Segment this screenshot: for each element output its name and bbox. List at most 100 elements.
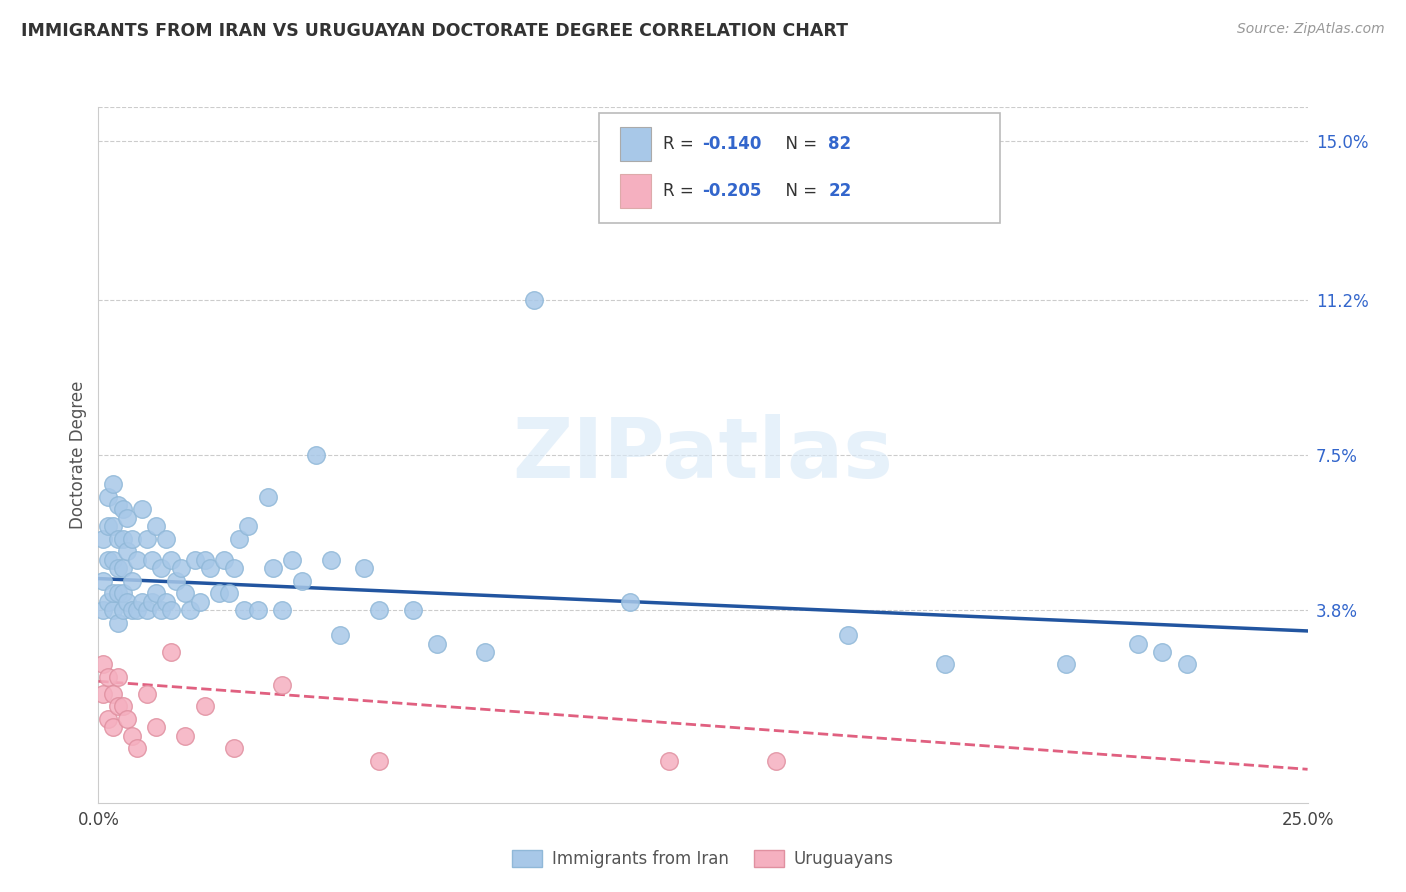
Point: [426, 636, 449, 650]
Point: [91, 687, 114, 701]
Point: [765, 754, 787, 768]
Point: [716, 196, 738, 211]
Point: [117, 594, 139, 608]
Point: [184, 552, 207, 566]
Text: R =: R =: [662, 182, 699, 201]
Point: [117, 510, 139, 524]
Point: [97, 490, 120, 504]
Point: [160, 603, 183, 617]
Point: [222, 561, 245, 575]
Point: [141, 594, 163, 608]
Point: [111, 699, 134, 714]
Point: [319, 552, 342, 566]
Point: [179, 603, 201, 617]
Text: 82: 82: [828, 135, 852, 153]
Point: [107, 699, 129, 714]
Point: [523, 293, 546, 307]
Point: [101, 519, 124, 533]
Point: [97, 594, 120, 608]
Point: [188, 594, 211, 608]
Point: [474, 645, 496, 659]
Point: [281, 552, 304, 566]
Point: [208, 586, 231, 600]
Point: [150, 561, 173, 575]
Point: [368, 754, 391, 768]
Point: [135, 687, 157, 701]
Point: [169, 561, 191, 575]
Point: [271, 678, 294, 692]
Point: [145, 720, 167, 734]
Point: [135, 532, 157, 546]
Point: [101, 687, 124, 701]
Point: [107, 670, 129, 684]
Point: [174, 729, 197, 743]
Point: [247, 603, 270, 617]
Point: [150, 603, 173, 617]
Point: [91, 603, 114, 617]
Point: [165, 574, 187, 588]
Text: ZIPatlas: ZIPatlas: [513, 415, 893, 495]
Point: [97, 519, 120, 533]
Text: Source: ZipAtlas.com: Source: ZipAtlas.com: [1237, 22, 1385, 37]
Point: [111, 532, 134, 546]
Point: [222, 741, 245, 756]
Legend: Immigrants from Iran, Uruguayans: Immigrants from Iran, Uruguayans: [505, 843, 901, 874]
Point: [111, 502, 134, 516]
Point: [619, 594, 641, 608]
Point: [145, 586, 167, 600]
Point: [127, 552, 149, 566]
Point: [256, 490, 278, 504]
Text: -0.140: -0.140: [702, 135, 761, 153]
Point: [101, 552, 124, 566]
Point: [228, 532, 250, 546]
Point: [160, 552, 183, 566]
Point: [1054, 657, 1077, 672]
Y-axis label: Doctorate Degree: Doctorate Degree: [69, 381, 87, 529]
Point: [305, 448, 328, 462]
Point: [402, 603, 425, 617]
Point: [101, 477, 124, 491]
Point: [121, 603, 143, 617]
Point: [97, 670, 120, 684]
Point: [91, 657, 114, 672]
Text: N =: N =: [775, 182, 823, 201]
Text: -0.205: -0.205: [702, 182, 761, 201]
Point: [290, 574, 312, 588]
Point: [107, 586, 129, 600]
Point: [1152, 645, 1174, 659]
Point: [117, 544, 139, 558]
Point: [212, 552, 235, 566]
Point: [155, 594, 177, 608]
Point: [97, 712, 120, 726]
Point: [194, 552, 217, 566]
Point: [107, 561, 129, 575]
Point: [101, 720, 124, 734]
Point: [194, 699, 217, 714]
Point: [145, 519, 167, 533]
Point: [155, 532, 177, 546]
Point: [353, 561, 375, 575]
Point: [127, 603, 149, 617]
Point: [117, 712, 139, 726]
Point: [97, 552, 120, 566]
Point: [934, 657, 956, 672]
Point: [111, 586, 134, 600]
Point: [121, 574, 143, 588]
Point: [135, 603, 157, 617]
Point: [238, 519, 260, 533]
Point: [1175, 657, 1198, 672]
Text: N =: N =: [775, 135, 823, 153]
Point: [131, 594, 153, 608]
Point: [232, 603, 254, 617]
Point: [368, 603, 391, 617]
Point: [141, 552, 163, 566]
Point: [658, 754, 681, 768]
Point: [107, 615, 129, 630]
Text: R =: R =: [662, 135, 699, 153]
Point: [101, 586, 124, 600]
Point: [262, 561, 284, 575]
Point: [101, 603, 124, 617]
Point: [111, 603, 134, 617]
Point: [1128, 636, 1150, 650]
Text: IMMIGRANTS FROM IRAN VS URUGUAYAN DOCTORATE DEGREE CORRELATION CHART: IMMIGRANTS FROM IRAN VS URUGUAYAN DOCTOR…: [21, 22, 848, 40]
